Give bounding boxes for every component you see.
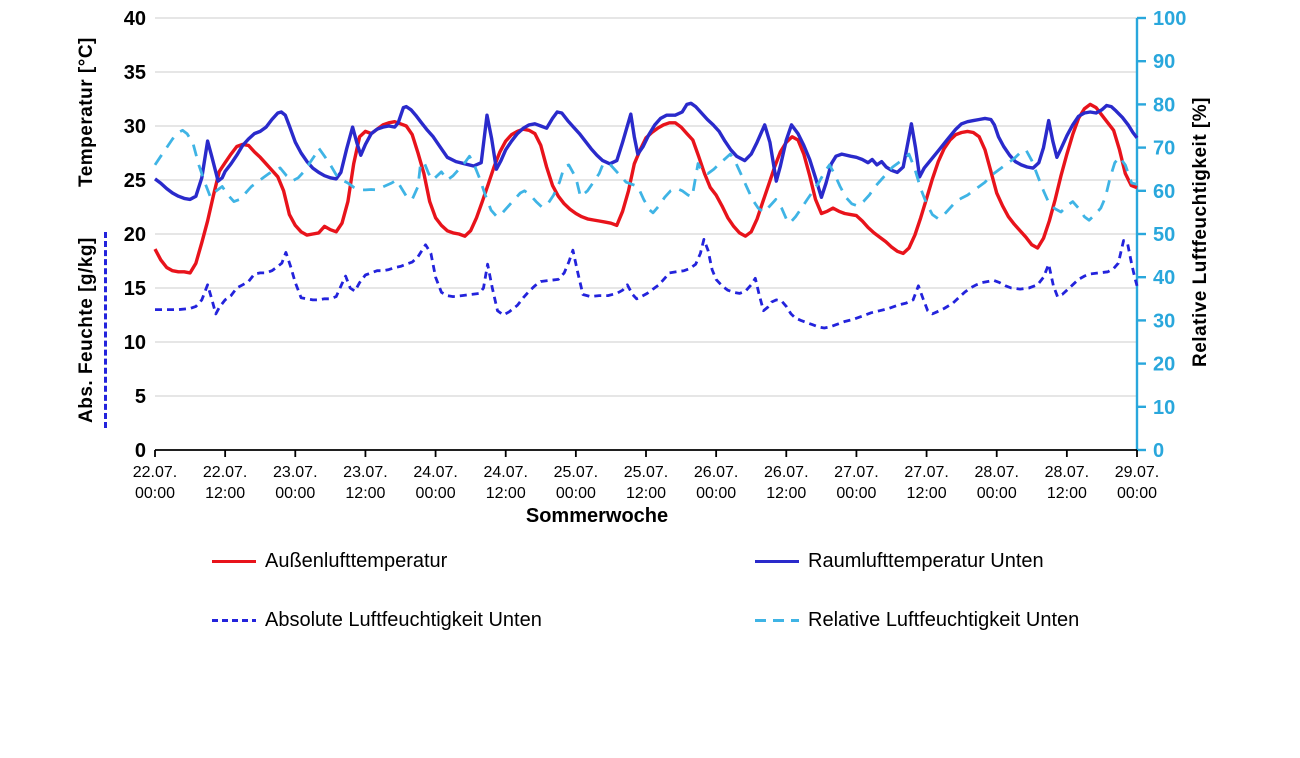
left-axis-tick-label: 15 bbox=[124, 278, 146, 300]
right-axis-tick-label: 60 bbox=[1153, 181, 1175, 203]
right-axis-tick-label: 30 bbox=[1153, 310, 1175, 332]
legend-item-relative-luftfeuchtigkeit-unten: Relative Luftfeuchtigkeit Unten bbox=[755, 609, 1079, 632]
right-axis-tick-label: 0 bbox=[1153, 440, 1164, 462]
x-axis-tick-label: 27.07. 00:00 bbox=[834, 464, 878, 502]
right-axis-title: Relative Luftfeuchtigkeit [%] bbox=[1190, 97, 1211, 368]
legend-swatch-solid-red bbox=[212, 560, 256, 563]
x-axis-tick-label: 24.07. 00:00 bbox=[413, 464, 457, 502]
x-axis-tick-label: 23.07. 12:00 bbox=[343, 464, 387, 502]
right-axis-tick-label: 80 bbox=[1153, 94, 1175, 116]
legend-swatch-dashed-blue bbox=[212, 619, 256, 622]
x-axis-tick-label: 26.07. 00:00 bbox=[694, 464, 738, 502]
left-axis-tick-label: 5 bbox=[135, 386, 146, 408]
right-axis-tick-label: 50 bbox=[1153, 224, 1175, 246]
series-line-absolute-luftfeuchtigkeit-unten bbox=[155, 238, 1139, 330]
x-axis-tick-label: 27.07. 12:00 bbox=[904, 464, 948, 502]
legend-label: Absolute Luftfeuchtigkeit Unten bbox=[265, 609, 542, 631]
legend-label: Relative Luftfeuchtigkeit Unten bbox=[808, 609, 1080, 631]
legend-label: Außenlufttemperatur bbox=[265, 550, 448, 572]
series-line-relative-luftfeuchtigkeit-unten bbox=[153, 128, 1138, 225]
left-axis-tick-label: 35 bbox=[124, 62, 146, 84]
left-axis-tick-label: 0 bbox=[135, 440, 146, 462]
right-axis-tick-label: 10 bbox=[1153, 397, 1175, 419]
left-axis-tick-label: 25 bbox=[124, 170, 146, 192]
right-axis-tick-label: 70 bbox=[1153, 138, 1175, 160]
right-axis-tick-label: 90 bbox=[1153, 51, 1175, 73]
x-axis-tick-label: 29.07. 00:00 bbox=[1115, 464, 1159, 502]
series-line-aussenlufttemperatur bbox=[153, 102, 1138, 275]
x-axis-tick-label: 26.07. 12:00 bbox=[764, 464, 808, 502]
left-axis-title-temperature: Temperatur [°C] bbox=[76, 37, 97, 187]
x-axis-tick-label: 24.07. 12:00 bbox=[483, 464, 527, 502]
x-axis-tick-label: 22.07. 00:00 bbox=[133, 464, 177, 502]
legend-swatch-dashed-cyan bbox=[755, 619, 799, 622]
legend-label: Raumlufttemperatur Unten bbox=[808, 550, 1044, 572]
left-axis-tick-label: 40 bbox=[124, 8, 146, 30]
right-axis-tick-label: 40 bbox=[1153, 267, 1175, 289]
legend-swatch-solid-blue bbox=[755, 560, 799, 563]
left-axis-title-abs-humidity: Abs. Feuchte [g/kg] bbox=[76, 237, 97, 424]
abs-humidity-axis-dash-decoration bbox=[104, 232, 107, 428]
x-axis-tick-label: 28.07. 00:00 bbox=[974, 464, 1018, 502]
series-line-raumlufttemperatur-unten bbox=[153, 101, 1139, 202]
left-axis-tick-label: 30 bbox=[124, 116, 146, 138]
x-axis-title: Sommerwoche bbox=[525, 505, 669, 527]
left-axis-tick-label: 10 bbox=[124, 332, 146, 354]
x-axis-tick-label: 22.07. 12:00 bbox=[203, 464, 247, 502]
right-axis-tick-label: 20 bbox=[1153, 354, 1175, 376]
x-axis-tick-label: 25.07. 12:00 bbox=[624, 464, 668, 502]
x-axis-tick-label: 23.07. 00:00 bbox=[273, 464, 317, 502]
legend-item-aussenlufttemperatur: Außenlufttemperatur bbox=[212, 550, 447, 573]
left-axis-tick-label: 20 bbox=[124, 224, 146, 246]
x-axis-tick-label: 25.07. 00:00 bbox=[554, 464, 598, 502]
legend-item-absolute-luftfeuchtigkeit-unten: Absolute Luftfeuchtigkeit Unten bbox=[212, 609, 542, 632]
x-axis-tick-label: 28.07. 12:00 bbox=[1045, 464, 1089, 502]
legend-item-raumlufttemperatur-unten: Raumlufttemperatur Unten bbox=[755, 550, 1044, 573]
right-axis-tick-label: 100 bbox=[1153, 8, 1186, 30]
